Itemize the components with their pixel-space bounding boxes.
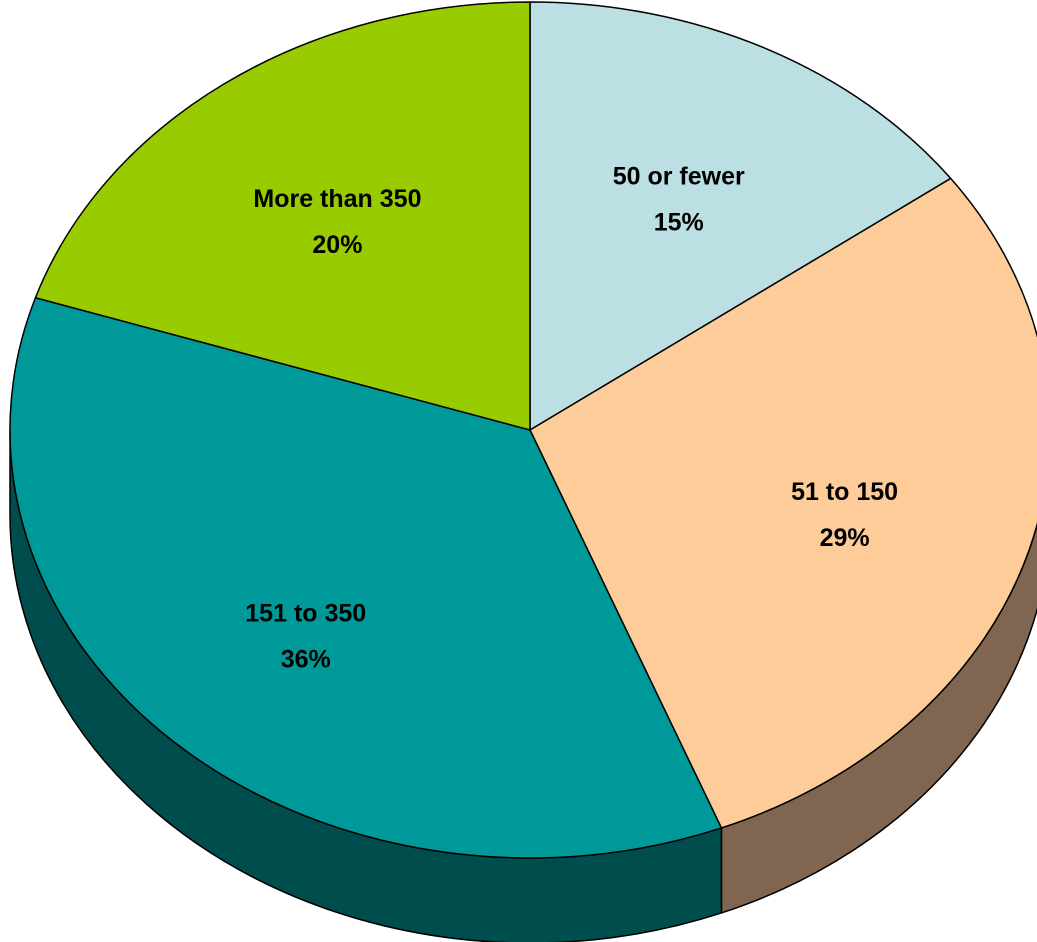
- pie-label-151-to-350: 151 to 350: [245, 600, 366, 628]
- pie-slice-more-than-350: [34, 1, 531, 431]
- pie-label-51-to-150: 51 to 150: [791, 478, 898, 506]
- pie-value-50-or-fewer: 15%: [654, 209, 704, 237]
- pie-value-151-to-350: 36%: [281, 646, 331, 674]
- pie-slice-51-to-150: [529, 177, 1037, 829]
- pie-value-51-to-150: 29%: [820, 524, 870, 552]
- pie-labels-layer: 50 or fewer 15% 51 to 150 29% 151 to 350 36% M…: [245, 163, 898, 674]
- pie-slice-50-or-fewer: [529, 1, 952, 431]
- pie-slices-layer: [9, 1, 1037, 859]
- pie-value-more-than-350: 20%: [312, 231, 362, 259]
- pie-slice-151-to-350: [9, 296, 723, 859]
- pie-label-50-or-fewer: 50 or fewer: [613, 163, 745, 191]
- pie-label-more-than-350: More than 350: [253, 185, 421, 213]
